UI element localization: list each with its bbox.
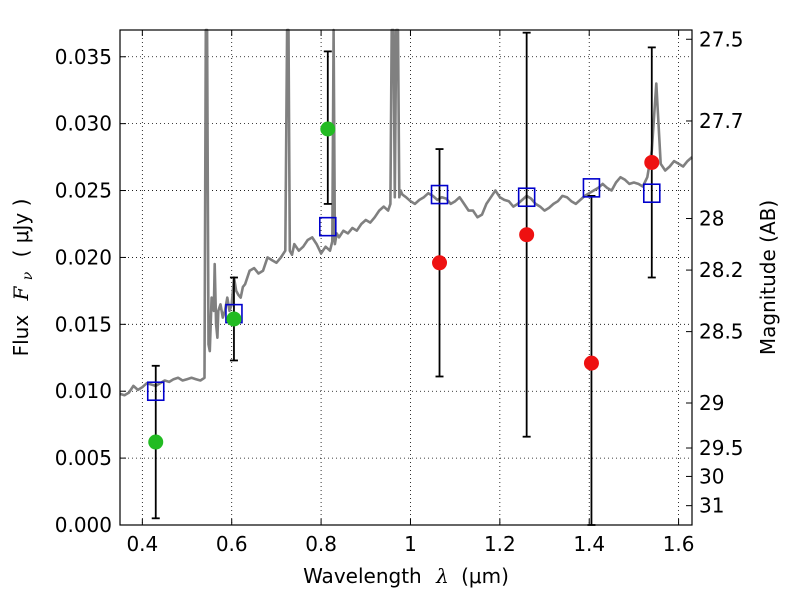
- errorbars: [151, 31, 656, 526]
- model-squares-series: [146, 178, 661, 402]
- y-axis-label-unit: ( μJy ): [9, 199, 33, 258]
- spectrum-line: [119, 28, 693, 397]
- y2-ticks: 27.5 27.7 28 28.2 28.5 29 29.5 30 31: [686, 27, 744, 518]
- detected-point: [320, 121, 336, 137]
- y-tick-label: 0.000: [55, 513, 112, 537]
- y-tick-label: 0.020: [55, 245, 112, 269]
- photometry-points: [148, 121, 660, 450]
- model-square-marker: [430, 184, 449, 205]
- x-ticks: 0.4 0.6 0.8 1 1.2 1.4 1.6: [126, 30, 695, 556]
- y-axis-label-subscript: ν: [20, 271, 36, 280]
- x-tick-label: 1.4: [573, 532, 605, 556]
- y2-tick-label: 27.5: [699, 27, 744, 51]
- y2-tick-label: 29.5: [699, 436, 744, 460]
- model-square-marker: [582, 178, 601, 198]
- x-tick-label: 1.6: [663, 532, 695, 556]
- spectrum-series: [119, 28, 693, 397]
- y2-axis-label: Magnitude (AB): [756, 200, 780, 355]
- model-square-marker: [642, 183, 661, 204]
- y-tick-label: 0.030: [55, 112, 112, 136]
- y-tick-label: 0.010: [55, 379, 112, 403]
- y2-tick-label: 28: [699, 207, 724, 231]
- y2-tick-label: 29: [699, 391, 724, 415]
- x-tick-label: 1.2: [484, 532, 516, 556]
- y-tick-label: 0.015: [55, 312, 112, 336]
- y-tick-label: 0.035: [55, 45, 112, 69]
- model-square-marker: [146, 381, 165, 402]
- y2-tick-label: 27.7: [699, 109, 744, 133]
- x-tick-label: 0.4: [126, 532, 158, 556]
- y-axis-label-symbol: F: [9, 285, 33, 301]
- undetected-point: [644, 154, 660, 170]
- undetected-point: [519, 227, 535, 243]
- y2-tick-label: 28.2: [699, 258, 744, 282]
- y2-tick-label: 31: [699, 494, 724, 518]
- plot-frame: [119, 29, 693, 526]
- detected-point: [148, 434, 164, 450]
- x-axis-label: Wavelength λ (μm): [303, 564, 509, 588]
- model-square-marker: [318, 216, 337, 237]
- x-axis-label-unit: (μm): [461, 564, 509, 588]
- y-ticks: 0.000 0.005 0.010 0.015 0.020 0.025 0.030 0.035: [55, 45, 126, 537]
- y-tick-label: 0.005: [55, 446, 112, 470]
- y-tick-label: 0.025: [55, 179, 112, 203]
- undetected-point: [432, 255, 448, 271]
- x-tick-label: 0.6: [216, 532, 248, 556]
- y2-tick-label: 30: [699, 464, 724, 488]
- detected-point: [226, 311, 242, 327]
- x-axis-label-prefix: Wavelength: [303, 564, 422, 588]
- model-square-marker: [517, 187, 536, 208]
- undetected-point: [583, 355, 599, 371]
- x-tick-label: 0.8: [305, 532, 337, 556]
- x-tick-label: 1: [404, 532, 417, 556]
- y-axis-label-prefix: Flux: [9, 315, 33, 357]
- y-axis-label: Flux F ν ( μJy ): [9, 199, 37, 357]
- y2-tick-label: 28.5: [699, 320, 744, 344]
- x-axis-label-symbol: λ: [435, 564, 449, 588]
